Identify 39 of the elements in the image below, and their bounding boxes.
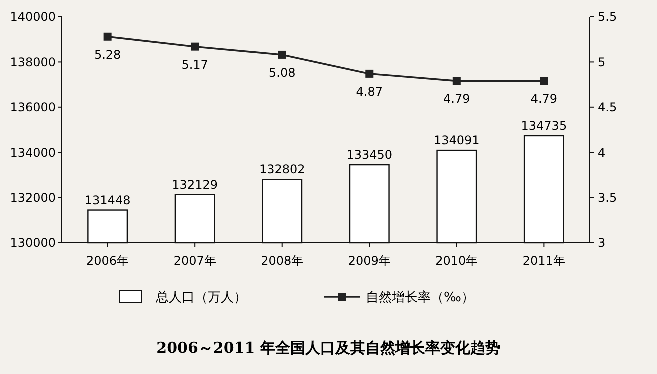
legend-label: 自然增长率（‰） <box>366 290 474 306</box>
y2-tick-label: 3.5 <box>598 191 618 205</box>
data-label: 134091 <box>434 134 480 148</box>
data-label: 134735 <box>521 118 568 133</box>
data-label: 4.79 <box>530 92 558 106</box>
point <box>540 77 548 86</box>
y2-tick-label: 4.5 <box>598 100 618 115</box>
y2-tick-label: 4 <box>598 146 606 160</box>
data-label: 133450 <box>346 148 393 162</box>
x-tick-label: 2011年 <box>522 254 566 268</box>
data-label: 5.28 <box>94 48 122 62</box>
point <box>278 50 286 59</box>
data-label: 132802 <box>259 162 306 177</box>
x-tick-label: 2010年 <box>436 254 478 268</box>
text: 2006～2011 年全国人口及其自然增长率变化趋势 <box>156 339 500 357</box>
data-label: 132129 <box>172 178 218 192</box>
y-tick-label: 136000 <box>10 100 56 115</box>
y-tick-label: 134000 <box>10 146 56 160</box>
data-label: 5.17 <box>182 58 208 72</box>
data-label: 4.79 <box>444 92 470 106</box>
legend-label: 总人口（万人） <box>155 290 247 306</box>
data-label: 5.08 <box>269 66 296 80</box>
data-label: 4.87 <box>356 84 383 99</box>
y-tick-label: 132000 <box>10 191 56 205</box>
x-tick-label: 2006年 <box>86 254 130 268</box>
point <box>452 77 461 86</box>
y-tick-label: 130000 <box>10 236 56 250</box>
point <box>104 32 112 41</box>
y-tick-label: 138000 <box>10 55 56 70</box>
x-tick-label: 2007年 <box>174 254 216 268</box>
x-tick-label: 2008年 <box>261 254 304 268</box>
data-label: 131448 <box>84 193 131 208</box>
x-tick-label: 2009年 <box>348 254 391 268</box>
y2-tick-label: 3 <box>598 236 606 250</box>
y2-tick-label: 5.5 <box>598 10 618 24</box>
y2-tick-label: 5 <box>598 55 606 70</box>
y-tick-label: 140000 <box>10 10 56 24</box>
point <box>191 42 200 51</box>
point <box>366 70 374 78</box>
